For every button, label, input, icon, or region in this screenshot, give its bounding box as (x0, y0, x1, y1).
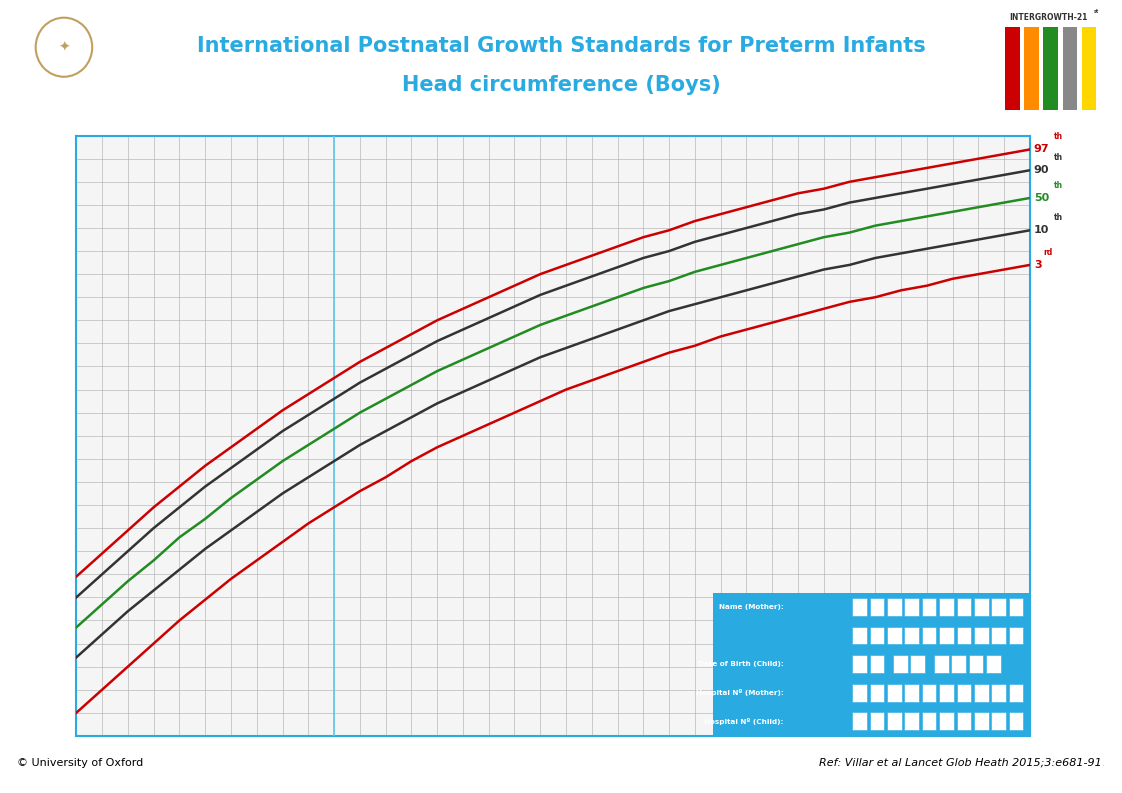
Text: Name (Mother):: Name (Mother): (719, 604, 784, 610)
Text: Weeks: Weeks (1073, 764, 1116, 778)
Bar (968, 655, 983, 673)
Bar (852, 655, 867, 673)
Bar (852, 712, 867, 730)
Bar (904, 712, 919, 730)
Bar (888, 598, 902, 615)
Bar (974, 712, 988, 730)
Bar (870, 655, 884, 673)
Text: INTERGROWTH-21: INTERGROWTH-21 (1009, 13, 1087, 22)
Text: Head circumference (cm): Head circumference (cm) (31, 337, 45, 534)
Bar (712, 592, 1030, 736)
Text: Ref: Villar et al Lancet Glob Heath 2015;3:e681-91.: Ref: Villar et al Lancet Glob Heath 2015… (819, 758, 1105, 768)
Bar (939, 626, 954, 644)
Text: Hospital Nº (Child):: Hospital Nº (Child): (705, 718, 784, 725)
Bar (957, 684, 972, 702)
Text: rd: rd (1043, 247, 1052, 257)
Bar (992, 598, 1006, 615)
Bar (974, 626, 988, 644)
Text: st: st (1094, 9, 1100, 13)
Bar (1024, 28, 1039, 109)
Bar (1009, 712, 1023, 730)
Bar (934, 655, 948, 673)
Bar (1082, 28, 1096, 109)
Bar (922, 712, 937, 730)
Bar (1043, 28, 1058, 109)
Bar (974, 684, 988, 702)
Bar (904, 684, 919, 702)
Text: th: th (1054, 132, 1063, 141)
Text: 97: 97 (1033, 144, 1049, 155)
Text: International Postnatal Growth Standards for Preterm Infants: International Postnatal Growth Standards… (196, 36, 926, 56)
Text: th: th (1054, 153, 1063, 162)
Bar (910, 655, 925, 673)
Bar (852, 684, 867, 702)
Text: 10: 10 (1033, 225, 1049, 236)
Bar (922, 598, 937, 615)
Bar (939, 712, 954, 730)
Bar (888, 626, 902, 644)
Text: UNIVERSITY OF
OXFORD: UNIVERSITY OF OXFORD (35, 87, 93, 100)
Bar (1005, 28, 1020, 109)
Bar (893, 655, 908, 673)
Bar (922, 684, 937, 702)
Bar (992, 712, 1006, 730)
Bar (904, 598, 919, 615)
Bar (986, 655, 1001, 673)
Bar (904, 626, 919, 644)
Bar (888, 684, 902, 702)
Bar (939, 684, 954, 702)
Bar (870, 712, 884, 730)
Bar (974, 598, 988, 615)
Bar (888, 712, 902, 730)
Text: Date of Birth (Child):: Date of Birth (Child): (698, 661, 784, 668)
Bar (870, 684, 884, 702)
Bar (992, 684, 1006, 702)
Bar (852, 626, 867, 644)
Text: ✦: ✦ (58, 40, 70, 54)
Text: Head circumference (Boys): Head circumference (Boys) (402, 75, 720, 95)
Text: Head circumference (cm): Head circumference (cm) (1069, 337, 1083, 534)
Bar (852, 598, 867, 615)
Bar (992, 626, 1006, 644)
Bar (957, 626, 972, 644)
Bar (1009, 598, 1023, 615)
Bar (957, 712, 972, 730)
Bar (922, 626, 937, 644)
Text: 50: 50 (1033, 193, 1049, 203)
Text: 3: 3 (1033, 260, 1041, 270)
Text: © University of Oxford: © University of Oxford (17, 758, 144, 768)
Bar (1063, 28, 1077, 109)
Bar (1009, 684, 1023, 702)
Text: Hospital Nº (Mother):: Hospital Nº (Mother): (696, 689, 784, 696)
Bar (870, 598, 884, 615)
Bar (951, 655, 966, 673)
Bar (1009, 626, 1023, 644)
Bar (870, 626, 884, 644)
Bar (957, 598, 972, 615)
Text: th: th (1054, 213, 1063, 222)
Bar (939, 598, 954, 615)
Text: 90: 90 (1033, 165, 1049, 175)
Text: th: th (1054, 181, 1063, 190)
